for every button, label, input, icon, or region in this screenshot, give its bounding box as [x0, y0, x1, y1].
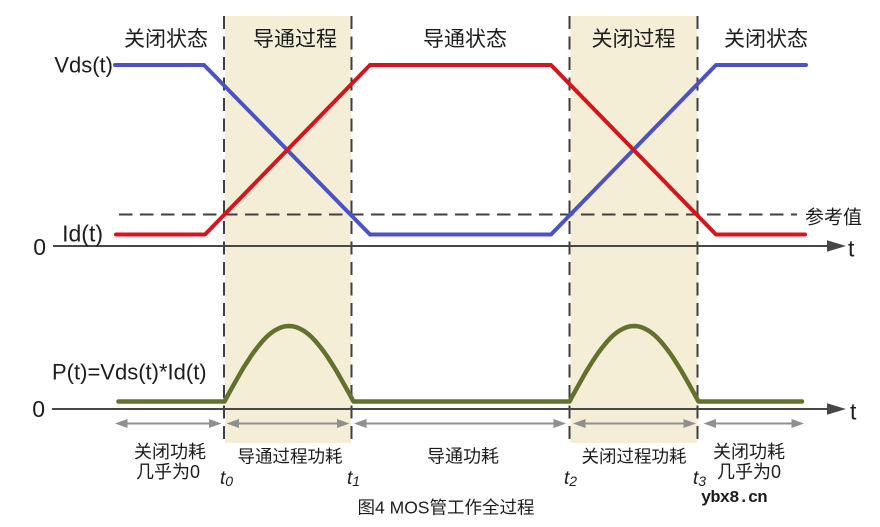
svg-text:几乎为0: 几乎为0	[136, 462, 200, 482]
svg-text:导通过程: 导通过程	[253, 28, 337, 51]
svg-text:参考值: 参考值	[805, 207, 862, 229]
svg-text:P(t)=Vds(t)*Id(t): P(t)=Vds(t)*Id(t)	[52, 360, 207, 385]
svg-text:t: t	[850, 399, 857, 425]
svg-text:t2: t2	[564, 468, 577, 489]
svg-text:0: 0	[32, 396, 45, 422]
svg-text:关闭过程功耗: 关闭过程功耗	[582, 447, 687, 467]
svg-text:导通状态: 导通状态	[423, 28, 507, 51]
svg-text:图4 MOS管工作全过程: 图4 MOS管工作全过程	[358, 498, 535, 518]
svg-text:t: t	[848, 236, 855, 262]
svg-text:t0: t0	[220, 468, 233, 489]
svg-text:Id(t): Id(t)	[62, 221, 103, 247]
svg-text:关闭状态: 关闭状态	[724, 28, 808, 51]
svg-text:几乎为0: 几乎为0	[717, 462, 781, 482]
svg-text:关闭状态: 关闭状态	[124, 28, 208, 51]
svg-text:导通功耗: 导通功耗	[427, 447, 499, 467]
svg-text:ybx8.cn: ybx8.cn	[701, 489, 767, 508]
svg-text:t3: t3	[693, 468, 706, 489]
svg-text:关闭过程: 关闭过程	[592, 28, 676, 51]
svg-text:导通过程功耗: 导通过程功耗	[238, 447, 343, 467]
svg-text:Vds(t): Vds(t)	[54, 53, 113, 78]
svg-text:0: 0	[33, 234, 46, 260]
svg-text:关闭功耗: 关闭功耗	[134, 442, 206, 462]
svg-text:t1: t1	[347, 468, 360, 489]
svg-text:关闭功耗: 关闭功耗	[713, 442, 785, 462]
